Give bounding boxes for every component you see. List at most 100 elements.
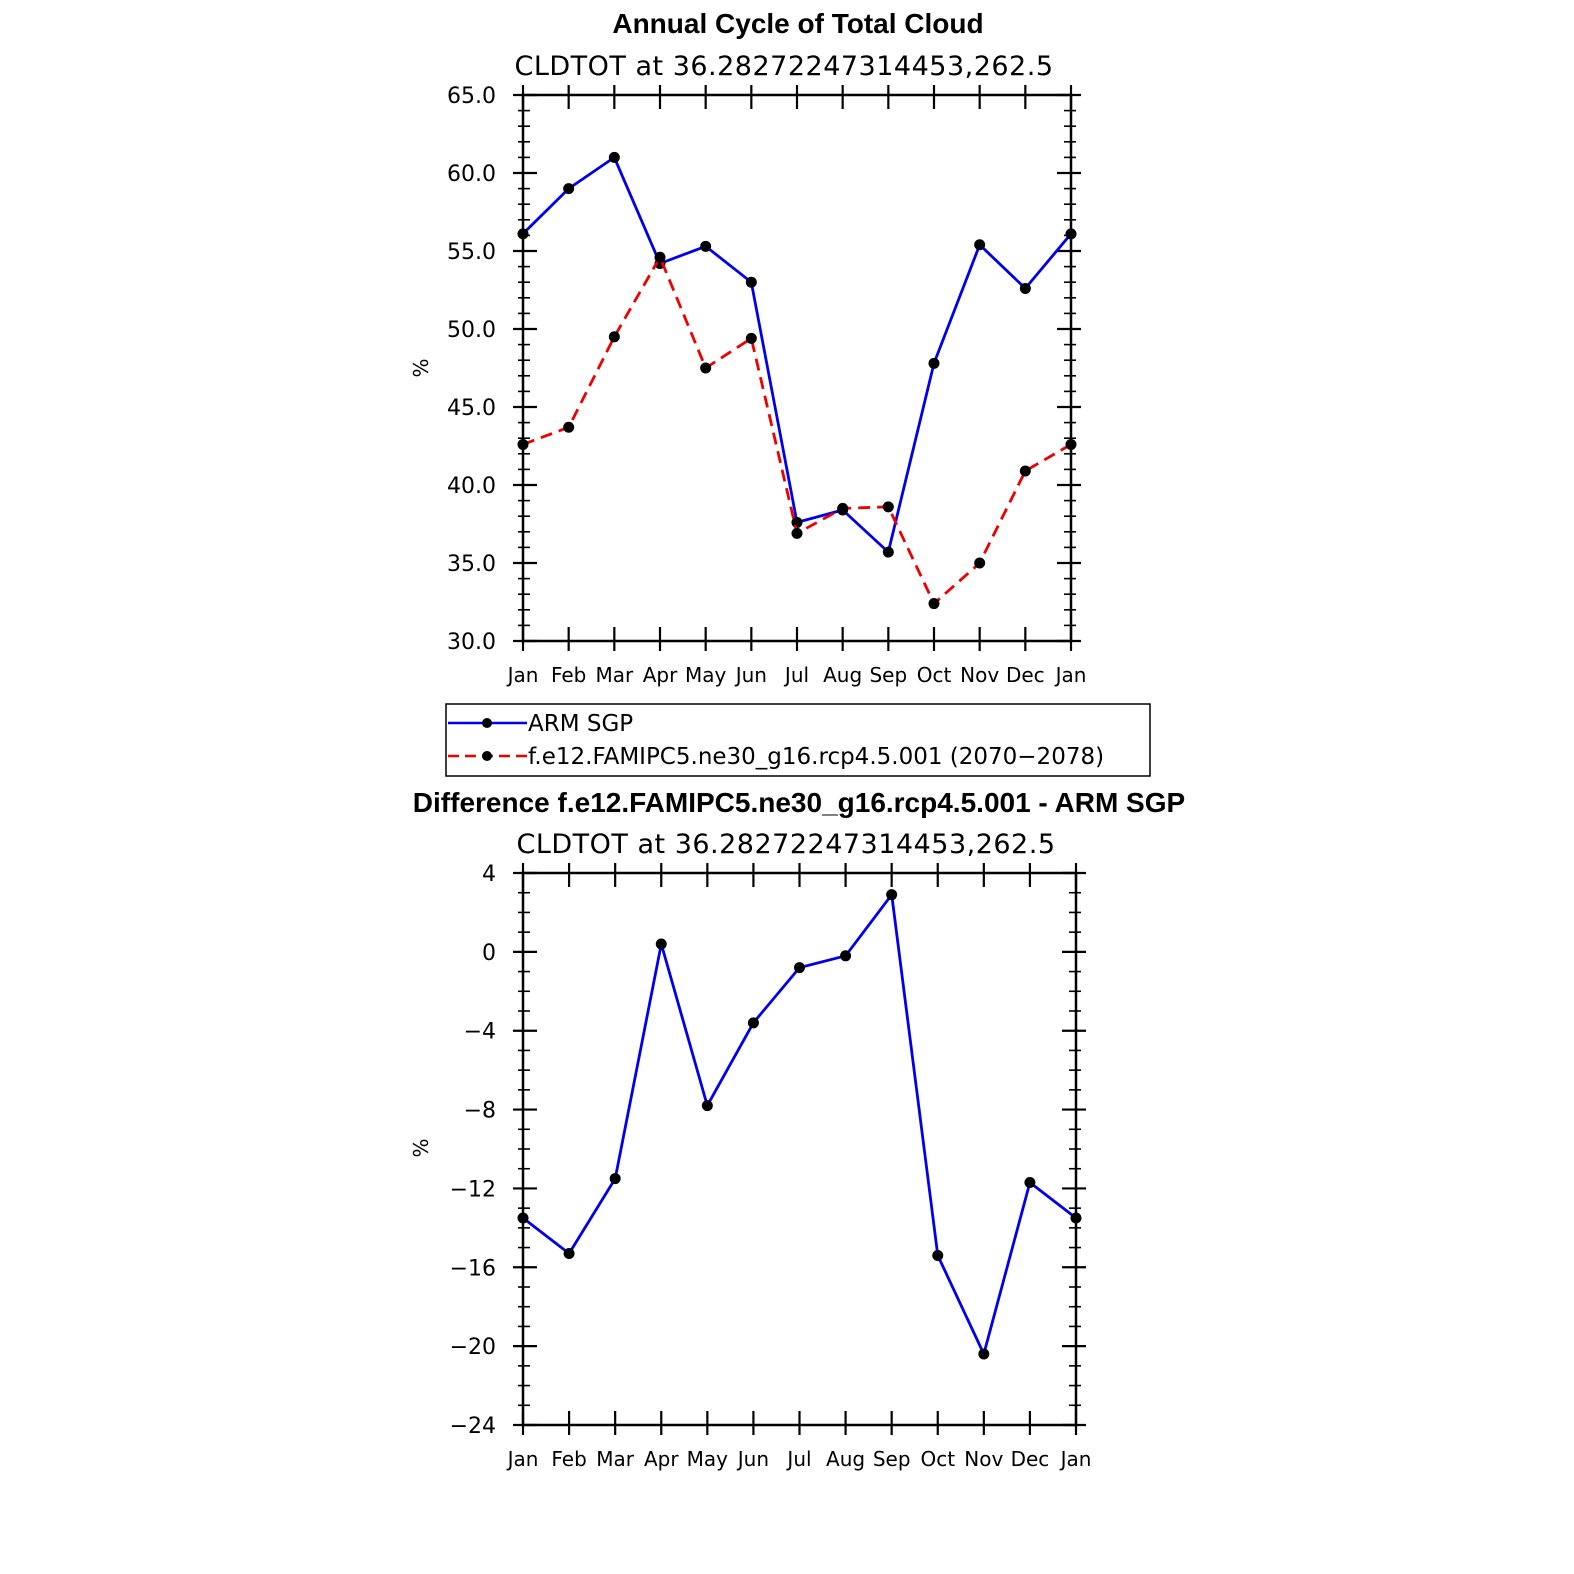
data-point-s1-6 <box>791 527 803 539</box>
x-tick-label-jan: Jan <box>1054 663 1087 687</box>
x-tick-label-sep: Sep <box>873 1447 911 1471</box>
legend-label-arm-sgp: ARM SGP <box>528 711 633 737</box>
x-tick-label-mar: Mar <box>596 1447 635 1471</box>
data-point-s1-4 <box>700 362 712 374</box>
data-point-s0-2 <box>608 151 620 163</box>
data-point-s0-12 <box>1065 228 1077 240</box>
x-tick-label-jul: Jul <box>785 1447 811 1471</box>
chart-title: Annual Cycle of Total Cloud <box>612 8 983 39</box>
x-tick-label-sep: Sep <box>869 663 907 687</box>
y-axis-label: % <box>409 1138 433 1157</box>
plot-frame <box>521 871 1078 1427</box>
data-point-s0-9 <box>928 357 940 369</box>
y-tick-label: −4 <box>464 1020 496 1045</box>
data-point-s1-2 <box>608 331 620 343</box>
series-line-1 <box>522 255 1072 605</box>
chart-subtitle: CLDTOT at 36.28272247314453,262.5 <box>516 829 1055 860</box>
data-point-s0-3 <box>655 938 667 950</box>
difference-chart: Difference f.e12.FAMIPC5.ne30_g16.rcp4.5… <box>409 787 1185 1471</box>
data-point-s1-12 <box>1065 438 1077 450</box>
data-point-s0-7 <box>840 950 852 962</box>
data-point-s0-0 <box>517 1212 529 1224</box>
x-tick-label-oct: Oct <box>917 663 952 687</box>
data-point-s0-9 <box>932 1249 944 1261</box>
legend-box <box>445 703 1151 777</box>
data-point-s1-10 <box>974 557 986 569</box>
data-point-s1-3 <box>654 251 666 263</box>
plot-frame <box>521 93 1073 643</box>
x-tick-label-aug: Aug <box>826 1447 865 1471</box>
y-tick-label: 0 <box>482 941 496 966</box>
x-tick-label-jan: Jan <box>1059 1447 1092 1471</box>
data-point-s0-5 <box>747 1017 759 1029</box>
x-tick-label-feb: Feb <box>551 663 586 687</box>
y-tick-label: −8 <box>464 1099 496 1124</box>
y-tick-label: 30.0 <box>447 630 496 655</box>
data-point-s0-4 <box>700 240 712 252</box>
data-point-s1-5 <box>745 332 757 344</box>
data-point-s0-1 <box>563 1247 575 1259</box>
x-tick-label-feb: Feb <box>551 1447 586 1471</box>
data-point-s0-1 <box>563 183 575 195</box>
y-tick-label: 55.0 <box>447 240 496 265</box>
legend-marker-model <box>482 751 492 761</box>
y-tick-label: 50.0 <box>447 318 496 343</box>
y-tick-label: −20 <box>450 1335 496 1360</box>
y-tick-label: 65.0 <box>447 84 496 109</box>
data-point-s1-9 <box>928 598 940 610</box>
legend-marker-arm-sgp <box>482 718 492 728</box>
x-tick-label-jul: Jul <box>783 663 809 687</box>
y-tick-label: 35.0 <box>447 552 496 577</box>
data-point-s1-8 <box>882 501 894 513</box>
y-tick-label: 40.0 <box>447 474 496 499</box>
annual-cycle-chart: Annual Cycle of Total Cloud CLDTOT at 36… <box>409 8 1086 687</box>
x-tick-label-jun: Jun <box>734 663 767 687</box>
x-tick-label-mar: Mar <box>595 663 634 687</box>
x-tick-label-apr: Apr <box>644 1447 679 1471</box>
x-tick-label-jan: Jan <box>506 663 539 687</box>
data-point-s0-4 <box>701 1100 713 1112</box>
x-tick-label-jan: Jan <box>506 1447 539 1471</box>
series-line-0 <box>522 155 1073 554</box>
y-tick-label: −12 <box>450 1177 496 1202</box>
x-tick-label-dec: Dec <box>1011 1447 1050 1471</box>
x-tick-label-aug: Aug <box>823 663 862 687</box>
data-point-s0-12 <box>1070 1212 1082 1224</box>
plot-area: 30.0 35.0 40.0 45.0 50.0 55.0 60.0 65.0 Jan Feb Ma… <box>447 84 1086 687</box>
chart-title: Difference f.e12.FAMIPC5.ne30_g16.rcp4.5… <box>413 787 1185 818</box>
x-tick-label-dec: Dec <box>1006 663 1045 687</box>
data-point-s1-0 <box>517 438 529 450</box>
data-point-s0-10 <box>978 1348 990 1360</box>
x-tick-label-nov: Nov <box>964 1447 1003 1471</box>
y-tick-label: 4 <box>482 862 496 887</box>
x-tick-label-may: May <box>685 663 727 687</box>
x-tick-label-oct: Oct <box>920 1447 955 1471</box>
y-axis-label: % <box>409 358 433 377</box>
y-tick-label: −24 <box>450 1414 496 1439</box>
data-point-s0-8 <box>886 889 898 901</box>
data-point-s0-8 <box>882 546 894 558</box>
legend-label-model: f.e12.FAMIPC5.ne30_g16.rcp4.5.001 (2070−… <box>528 744 1104 770</box>
x-tick-label-nov: Nov <box>960 663 999 687</box>
data-point-s0-6 <box>794 962 805 974</box>
y-tick-label: −16 <box>450 1256 496 1281</box>
data-point-s1-7 <box>837 502 849 514</box>
data-point-s1-1 <box>563 421 575 433</box>
data-point-s0-2 <box>609 1173 621 1185</box>
x-tick-label-may: May <box>687 1447 729 1471</box>
data-point-s0-6 <box>791 516 803 528</box>
data-point-s0-11 <box>1019 282 1031 294</box>
legend: ARM SGP f.e12.FAMIPC5.ne30_g16.rcp4.5.00… <box>445 703 1151 777</box>
x-tick-label-apr: Apr <box>643 663 678 687</box>
y-tick-label: 45.0 <box>447 396 496 421</box>
data-point-s0-10 <box>974 239 986 251</box>
plot-area: −24 −20 −16 −12 −8 −4 0 4 Jan Feb Mar Apr May Jun Jul A… <box>450 862 1092 1471</box>
data-point-s0-5 <box>745 276 757 288</box>
data-point-s0-11 <box>1024 1177 1036 1189</box>
x-tick-label-jun: Jun <box>736 1447 769 1471</box>
data-point-s0-0 <box>517 228 529 240</box>
data-point-s1-11 <box>1019 465 1031 477</box>
chart-subtitle: CLDTOT at 36.28272247314453,262.5 <box>514 51 1053 82</box>
y-tick-label: 60.0 <box>447 162 496 187</box>
